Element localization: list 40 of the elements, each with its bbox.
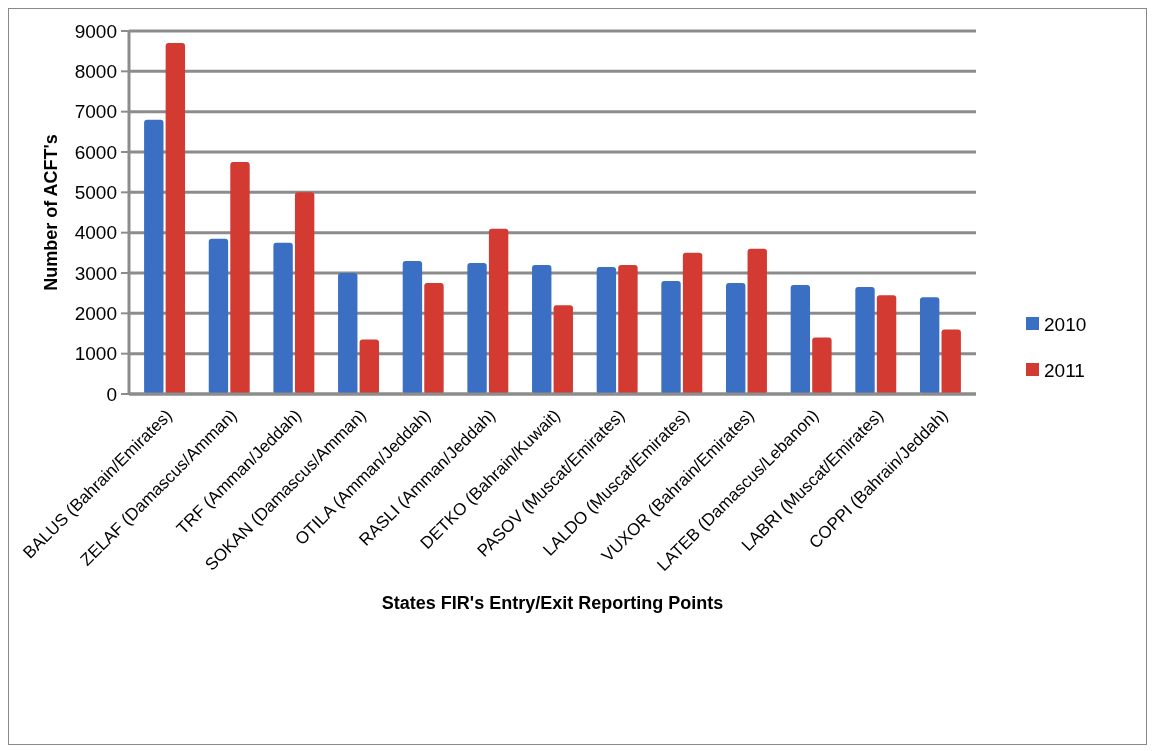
bar <box>359 339 379 394</box>
bar <box>553 305 573 394</box>
bar <box>165 43 186 394</box>
bar <box>812 337 832 394</box>
bar <box>855 287 875 394</box>
bar <box>941 329 961 394</box>
y-tick-label: 0 <box>106 383 117 405</box>
y-tick-label: 7000 <box>74 101 117 123</box>
bar <box>294 192 315 394</box>
bar <box>919 297 940 394</box>
y-tick-label: 8000 <box>74 60 117 82</box>
bar <box>424 283 444 394</box>
bar <box>467 262 487 394</box>
legend-label: 2010 <box>1044 313 1087 335</box>
bar <box>876 295 897 394</box>
bar <box>790 285 811 394</box>
y-axis-title: Number of ACFT's <box>41 134 61 291</box>
x-axis-title: States FIR's Entry/Exit Reporting Points <box>381 593 724 613</box>
bar <box>488 228 509 394</box>
bar <box>726 283 746 394</box>
bar <box>208 238 229 394</box>
bar <box>230 162 250 394</box>
y-tick-label: 4000 <box>74 222 117 244</box>
bar <box>402 260 423 394</box>
y-tick-label: 2000 <box>74 302 117 324</box>
legend-label: 2011 <box>1044 359 1085 381</box>
y-tick-label: 1000 <box>74 343 117 365</box>
y-tick-label: 6000 <box>74 141 117 163</box>
bar <box>618 264 638 394</box>
bar <box>338 273 358 394</box>
bar <box>747 248 767 394</box>
bar <box>596 266 617 394</box>
bar <box>682 252 703 394</box>
y-tick-label: 3000 <box>74 262 117 284</box>
bar <box>532 264 552 394</box>
bar <box>144 119 164 394</box>
y-tick-label: 5000 <box>74 181 117 203</box>
y-tick-label: 9000 <box>74 20 117 42</box>
bar <box>273 242 293 394</box>
bar <box>661 281 681 394</box>
